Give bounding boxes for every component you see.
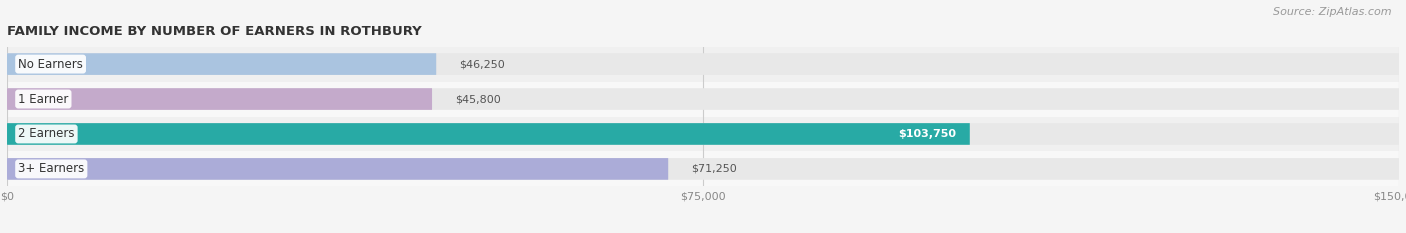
- Text: 3+ Earners: 3+ Earners: [18, 162, 84, 175]
- Text: 2 Earners: 2 Earners: [18, 127, 75, 140]
- FancyBboxPatch shape: [7, 47, 1399, 82]
- Text: Source: ZipAtlas.com: Source: ZipAtlas.com: [1274, 7, 1392, 17]
- Text: $71,250: $71,250: [692, 164, 737, 174]
- Text: No Earners: No Earners: [18, 58, 83, 71]
- FancyBboxPatch shape: [7, 123, 970, 145]
- FancyBboxPatch shape: [7, 88, 1399, 110]
- FancyBboxPatch shape: [7, 158, 1399, 180]
- Text: $45,800: $45,800: [456, 94, 501, 104]
- FancyBboxPatch shape: [7, 82, 1399, 116]
- Text: $103,750: $103,750: [898, 129, 956, 139]
- FancyBboxPatch shape: [7, 116, 1399, 151]
- Text: $46,250: $46,250: [460, 59, 505, 69]
- FancyBboxPatch shape: [7, 151, 1399, 186]
- FancyBboxPatch shape: [7, 123, 1399, 145]
- Text: FAMILY INCOME BY NUMBER OF EARNERS IN ROTHBURY: FAMILY INCOME BY NUMBER OF EARNERS IN RO…: [7, 25, 422, 38]
- FancyBboxPatch shape: [7, 158, 668, 180]
- FancyBboxPatch shape: [7, 53, 1399, 75]
- Text: 1 Earner: 1 Earner: [18, 93, 69, 106]
- FancyBboxPatch shape: [7, 88, 432, 110]
- FancyBboxPatch shape: [7, 53, 436, 75]
